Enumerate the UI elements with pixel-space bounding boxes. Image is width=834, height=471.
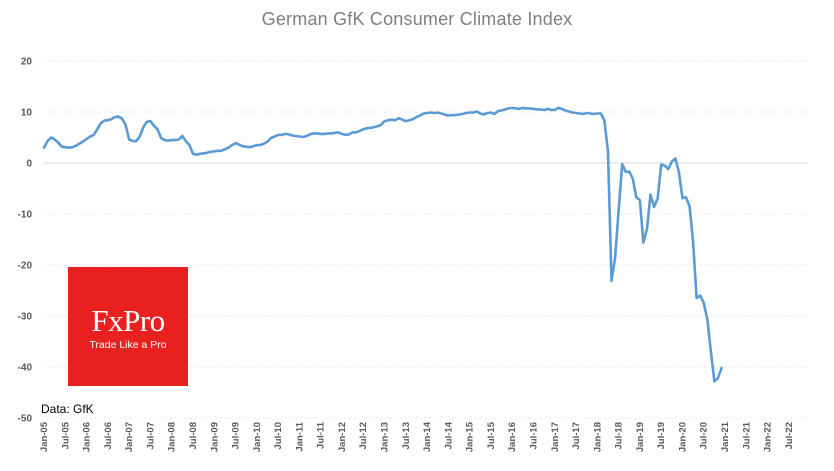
x-tick-label: Jul-10 [273,422,284,449]
x-tick-label: Jul-14 [443,421,454,449]
x-tick-label: Jul-07 [145,422,156,449]
x-tick-label: Jul-20 [699,422,710,449]
x-tick-label: Jul-15 [486,421,497,449]
x-tick-label: Jan-16 [507,422,518,452]
x-tick-label: Jan-10 [252,422,263,452]
chart-title: German GfK Consumer Climate Index [261,9,573,29]
x-tick-label: Jan-07 [124,422,135,452]
y-tick-label: 10 [21,108,33,119]
y-tick-label: 0 [26,159,32,170]
x-tick-label: Jan-12 [337,422,348,452]
x-tick-label: Jan-18 [592,422,603,452]
x-tick-label: Jan-15 [465,421,476,452]
x-tick-label: Jan-19 [635,422,646,452]
x-tick-label: Jul-22 [784,422,795,449]
x-axis-ticks: Jan-05 Jul-05 Jan-06 Jul-06 Jan-07 Jul-07 Jan-… [39,421,795,452]
series-line-gfk [42,106,723,383]
x-tick-label: Jul-05 [60,421,71,449]
x-tick-label: Jan-08 [167,422,178,452]
x-tick-label: Jan-21 [720,421,731,452]
fxpro-logo: FxPro Trade Like a Pro [68,267,188,386]
y-tick-label: -10 [18,210,33,221]
x-tick-label: Jul-18 [614,422,625,449]
x-tick-label: Jan-11 [294,421,305,451]
y-axis-ticks: 20 10 0 -10 -20 -30 -40 -50 [18,57,33,425]
y-tick-label: -50 [18,414,33,425]
y-tick-label: -30 [18,312,33,323]
x-tick-label: Jul-16 [528,422,539,449]
x-tick-label: Jul-12 [358,422,369,449]
x-tick-label: Jan-20 [677,422,688,452]
y-tick-label: -20 [18,261,33,272]
logo-tagline: Trade Like a Pro [89,339,167,351]
x-tick-label: Jan-17 [550,422,561,452]
y-tick-label: 20 [21,57,33,68]
x-tick-label: Jan-06 [82,422,93,452]
x-tick-label: Jan-14 [422,421,433,452]
x-tick-label: Jan-13 [380,422,391,452]
x-tick-label: Jul-11 [316,421,327,449]
y-tick-label: -40 [18,363,33,374]
x-tick-label: Jan-09 [209,422,220,452]
x-tick-label: Jul-09 [231,422,242,449]
x-tick-label: Jul-21 [741,421,752,449]
x-tick-label: Jul-08 [188,422,199,449]
x-tick-label: Jul-17 [571,422,582,449]
source-note: Data: GfK [41,402,94,416]
logo-name: FxPro [91,303,165,338]
x-tick-label: Jan-22 [763,422,774,452]
x-tick-label: Jul-13 [401,422,412,449]
x-tick-label: Jul-06 [103,422,114,449]
x-tick-label: Jul-19 [656,422,667,449]
x-tick-label: Jan-05 [39,421,50,452]
